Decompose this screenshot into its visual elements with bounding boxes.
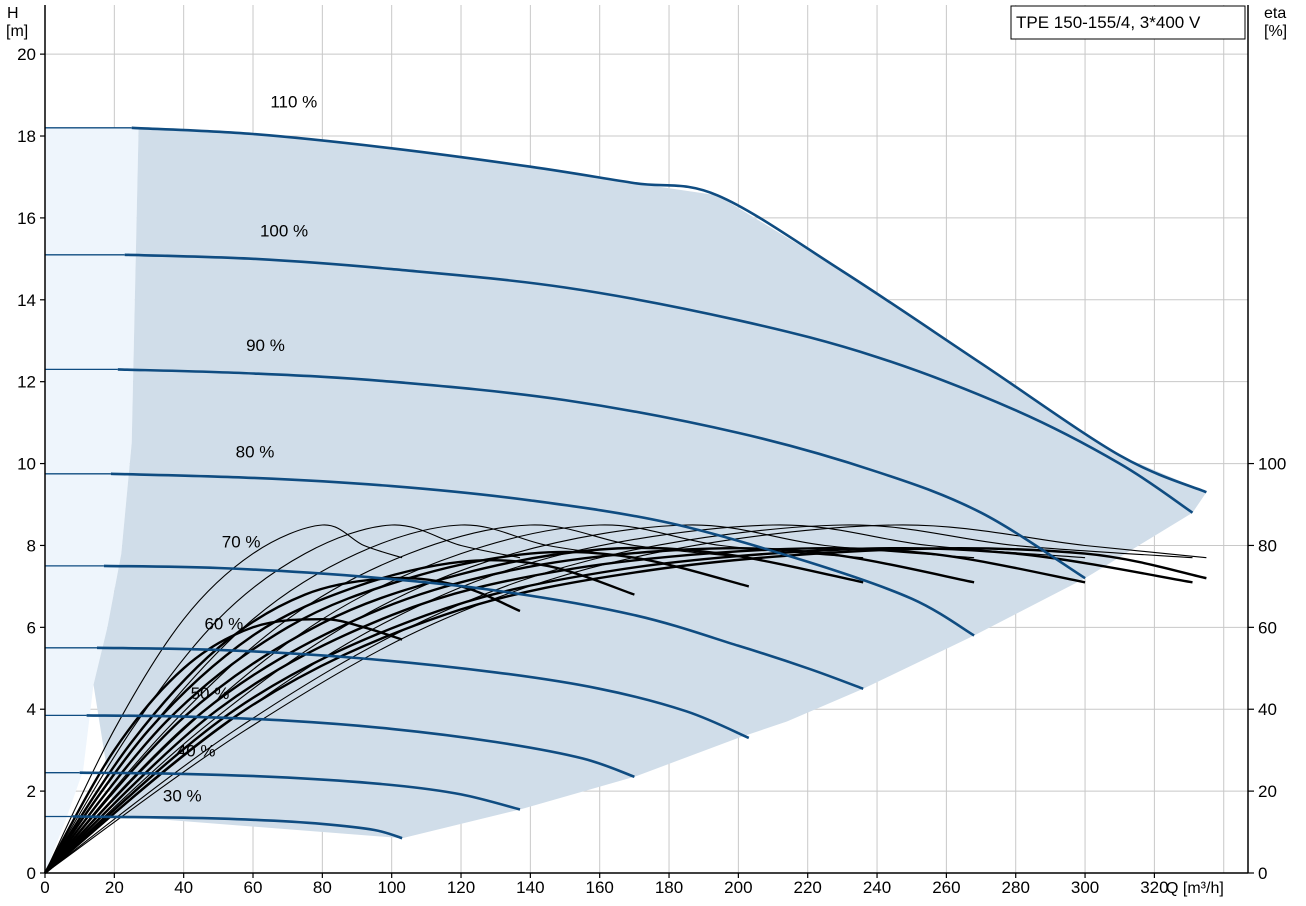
x-tick-label: 120 [447,878,475,897]
x-tick-label: 0 [40,878,49,897]
head-curve [96,646,750,740]
x-tick-label: 320 [1140,878,1168,897]
y-tick-label: 2 [27,782,36,801]
head-curve [79,771,521,811]
x-tick-label: 20 [105,878,124,897]
x-tick-label: 180 [655,878,683,897]
head-curve [72,815,403,840]
efficiency-curve-thick [44,550,750,874]
x-tick-label: 200 [724,878,752,897]
y-axis-unit: [m] [6,23,28,40]
head-curve [131,126,1207,494]
x-tick-label: 40 [174,878,193,897]
efficiency-curve-thick [44,558,635,874]
x-tick-label: 160 [586,878,614,897]
operating-areas [45,127,1207,874]
head-curves [45,126,1207,840]
head-curve-label: 50 % [191,684,230,703]
efficiency-curves [43,524,1207,874]
x-axis-title: Q [m³/h] [1166,880,1224,897]
x-tick-label: 100 [377,878,405,897]
x-tick-label: 240 [863,878,891,897]
axes [40,5,1254,878]
x-tick-label: 220 [794,878,822,897]
x-tick-label: 280 [1002,878,1030,897]
y-axis-title: H [7,5,19,22]
head-curve-label: 30 % [163,786,202,805]
head-curve-label: 100 % [260,221,308,240]
head-curve [124,253,1194,514]
efficiency-curve-thin [44,524,749,874]
x-tick-label: 60 [244,878,263,897]
low-flow-area [45,127,139,874]
legend-box: TPE 150-155/4, 3*400 V [1010,5,1246,40]
efficiency-curve-thin [44,524,1207,874]
legend-frame [1010,5,1246,40]
y-tick-label: 16 [17,209,36,228]
x-tick-label: 140 [516,878,544,897]
head-curve-label: 110 % [270,92,317,111]
efficiency-curve-thick [44,546,1086,874]
y2-axis-title: eta [1264,5,1286,22]
head-curve [103,564,864,691]
y-tick-label: 20 [17,45,36,64]
y2-tick-label: 20 [1258,782,1277,801]
y2-tick-label: 0 [1258,864,1267,883]
head-curve-label: 60 % [204,614,243,633]
efficiency-curve-thin [44,524,403,874]
head-curve [110,472,975,637]
y-tick-label: 18 [17,127,36,146]
curve-labels: 110 % 100 % 90 % 80 % 70 % 60 % 50 % 40 % 30 % [163,92,317,805]
y-tick-label: 0 [27,864,36,883]
x-tick-label: 260 [932,878,960,897]
y-tick-label: 4 [27,700,36,719]
y2-tick-label: 80 [1258,536,1277,555]
head-curve-label: 90 % [246,336,285,355]
legend-text: TPE 150-155/4, 3*400 V [1016,13,1201,32]
head-curve [117,368,1086,580]
operating-area [93,127,1207,839]
x-tick-label: 80 [313,878,332,897]
y2-axis-unit: [%] [1264,23,1287,40]
x-tick-label: 300 [1071,878,1099,897]
y-tick-label: 12 [17,373,36,392]
y-tick-label: 10 [17,455,36,474]
head-curve-label: 80 % [236,442,275,461]
head-curve-label: 40 % [177,741,216,760]
y2-tick-label: 100 [1258,455,1286,474]
y2-tick-label: 60 [1258,618,1277,637]
head-curve [86,714,635,779]
y-tick-label: 8 [27,536,36,555]
efficiency-curve-thick [44,546,1193,874]
y-tick-label: 14 [17,291,36,310]
head-curve-label: 70 % [222,533,261,552]
y-tick-label: 6 [27,618,36,637]
y2-tick-label: 40 [1258,700,1277,719]
tick-labels: 0 20 40 60 80 100 120 140 160 180 200 220 240 260 280 3… [17,45,1286,897]
